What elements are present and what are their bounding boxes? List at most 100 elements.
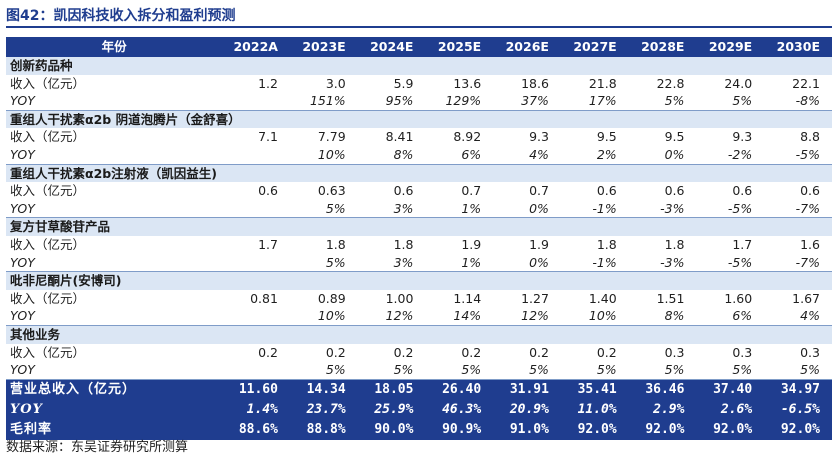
revenue-cell: 0.6 [258, 183, 278, 199]
revenue-cell: 3.0 [325, 75, 346, 91]
revenue-cell: 0.2 [258, 344, 278, 360]
revenue-cell: 0.6 [732, 183, 753, 199]
yoy-cell: 5% [628, 361, 697, 380]
total-row: 营业总收入（亿元） 11.60 14.34 18.05 26.40 31.91 35.41 3… [6, 379, 832, 400]
header-year: 2026E [493, 37, 561, 57]
section-name: 重组人干扰素α2b注射液（凯因益生) [6, 164, 832, 183]
yoy-cell: 151% [289, 92, 358, 111]
revenue-cell: 18.6 [521, 75, 549, 91]
yoy-cell: 5% [696, 92, 765, 111]
section-row: 吡非尼酮片(安博司) [6, 271, 832, 290]
yoy-cell: -5% [696, 199, 765, 219]
section-row: 复方甘草酸苷产品 [6, 217, 832, 236]
yoy-cell: 8% [628, 307, 697, 326]
revenue-cell: 1.8 [596, 236, 617, 252]
section-row: 其他业务 [6, 325, 832, 344]
data-source-note: 数据来源：东吴证券研究所测算 [6, 440, 189, 455]
section-name: 复方甘草酸苷产品 [6, 217, 832, 236]
revenue-cell: 1.2 [258, 75, 278, 91]
revenue-cell: 9.3 [732, 129, 753, 145]
yoy-cell: 95% [357, 92, 426, 111]
total-cell: 11.60 [222, 379, 290, 400]
yoy-cell: 3% [357, 253, 426, 273]
revenue-cell: 24.0 [724, 75, 753, 91]
total-cell: 91.0% [493, 419, 561, 440]
header-year: 2028E [628, 37, 697, 57]
revenue-cell: 0.6 [800, 183, 820, 199]
yoy-cell: 5% [289, 253, 358, 273]
revenue-cell: 1.7 [258, 236, 278, 252]
yoy-cell: 5% [628, 92, 697, 111]
header-year: 2027E [560, 37, 629, 57]
yoy-row: YOY 10% 8% 6% 4% 2% 0% -2% -5% [6, 145, 832, 165]
yoy-cell: 129% [425, 92, 494, 111]
row-label: 收入（亿元） [10, 344, 86, 360]
yoy-cell: 2% [560, 145, 629, 165]
yoy-row: YOY 5% 3% 1% 0% -1% -3% -5% -7% [6, 199, 832, 219]
yoy-cell: -1% [560, 253, 629, 273]
row-label: 收入（亿元） [10, 183, 86, 199]
yoy-cell: 4% [493, 145, 561, 165]
yoy-cell: 14% [425, 307, 494, 326]
revenue-row: 收入（亿元） 7.1 7.79 8.41 8.92 9.3 9.5 9.5 9.3 8.8 [6, 128, 832, 146]
row-label: 收入（亿元） [10, 129, 86, 145]
total-cell: 92.0% [696, 419, 765, 440]
forecast-table-container: 年份 2022A 2023E 2024E 2025E 2026E 2027E 2… [6, 37, 832, 440]
total-cell: 46.3% [425, 399, 494, 420]
revenue-cell: 0.2 [529, 344, 549, 360]
yoy-cell: -8% [764, 92, 832, 111]
total-row: 毛利率 88.6% 88.8% 90.0% 90.9% 91.0% 92.0% 92.0% 92… [6, 419, 832, 440]
header-year-label: 年份 [6, 37, 223, 57]
yoy-cell: 10% [560, 307, 629, 326]
yoy-cell: -3% [628, 253, 697, 273]
revenue-row: 收入（亿元） 0.81 0.89 1.00 1.14 1.27 1.40 1.51 1.60 1.… [6, 290, 832, 308]
revenue-cell: 1.14 [453, 290, 482, 306]
row-label: YOY [6, 253, 223, 273]
total-label: 毛利率 [6, 419, 223, 440]
yoy-cell: 10% [289, 145, 358, 165]
header-row: 年份 2022A 2023E 2024E 2025E 2026E 2027E 2… [6, 37, 832, 57]
row-label: YOY [6, 361, 223, 380]
revenue-cell: 0.81 [250, 290, 278, 306]
revenue-row: 收入（亿元） 1.2 3.0 5.9 13.6 18.6 21.8 22.8 24.0 22.1 [6, 75, 832, 93]
total-cell: 88.8% [289, 419, 358, 440]
yoy-cell: -5% [764, 145, 832, 165]
total-cell: 18.05 [357, 379, 426, 400]
revenue-cell: 21.8 [588, 75, 617, 91]
total-cell: 92.0% [764, 419, 832, 440]
yoy-cell: 10% [289, 307, 358, 326]
yoy-cell: 0% [493, 253, 561, 273]
total-row: YOY 1.4% 23.7% 25.9% 46.3% 20.9% 11.0% 2.9% 2.6%… [6, 399, 832, 420]
section-row: 创新药品种 [6, 57, 832, 75]
total-cell: 1.4% [222, 399, 290, 420]
yoy-cell: 6% [425, 145, 494, 165]
revenue-cell: 1.51 [656, 290, 685, 306]
yoy-cell: -7% [764, 253, 832, 273]
yoy-cell: 5% [289, 199, 358, 219]
yoy-cell: 5% [764, 361, 832, 380]
revenue-cell: 0.7 [529, 183, 549, 199]
total-cell: 23.7% [289, 399, 358, 420]
yoy-cell: 5% [425, 361, 494, 380]
revenue-cell: 1.40 [588, 290, 617, 306]
section-name: 创新药品种 [6, 57, 832, 75]
yoy-row: YOY 5% 3% 1% 0% -1% -3% -5% -7% [6, 253, 832, 273]
yoy-cell [222, 92, 290, 111]
yoy-cell: 5% [289, 361, 358, 380]
table-body: 创新药品种 收入（亿元） 1.2 3.0 5.9 13.6 18.6 21.8 22.8 24.0… [6, 57, 832, 440]
section-row: 重组人干扰素α2b 阴道泡腾片（金舒喜） [6, 110, 832, 129]
section-name: 其他业务 [6, 325, 832, 344]
yoy-cell [222, 199, 290, 219]
revenue-row: 收入（亿元） 1.7 1.8 1.8 1.9 1.9 1.8 1.8 1.7 1.6 [6, 236, 832, 254]
total-label: YOY [6, 399, 223, 420]
yoy-cell: -2% [696, 145, 765, 165]
revenue-cell: 9.5 [596, 129, 617, 145]
yoy-cell: 5% [493, 361, 561, 380]
revenue-cell: 8.8 [800, 129, 820, 145]
header-year: 2024E [357, 37, 426, 57]
total-cell: 34.97 [764, 379, 832, 400]
total-cell: 37.40 [696, 379, 765, 400]
yoy-row: YOY 151% 95% 129% 37% 17% 5% 5% -8% [6, 92, 832, 111]
row-label: YOY [6, 145, 223, 165]
revenue-cell: 1.8 [393, 236, 414, 252]
